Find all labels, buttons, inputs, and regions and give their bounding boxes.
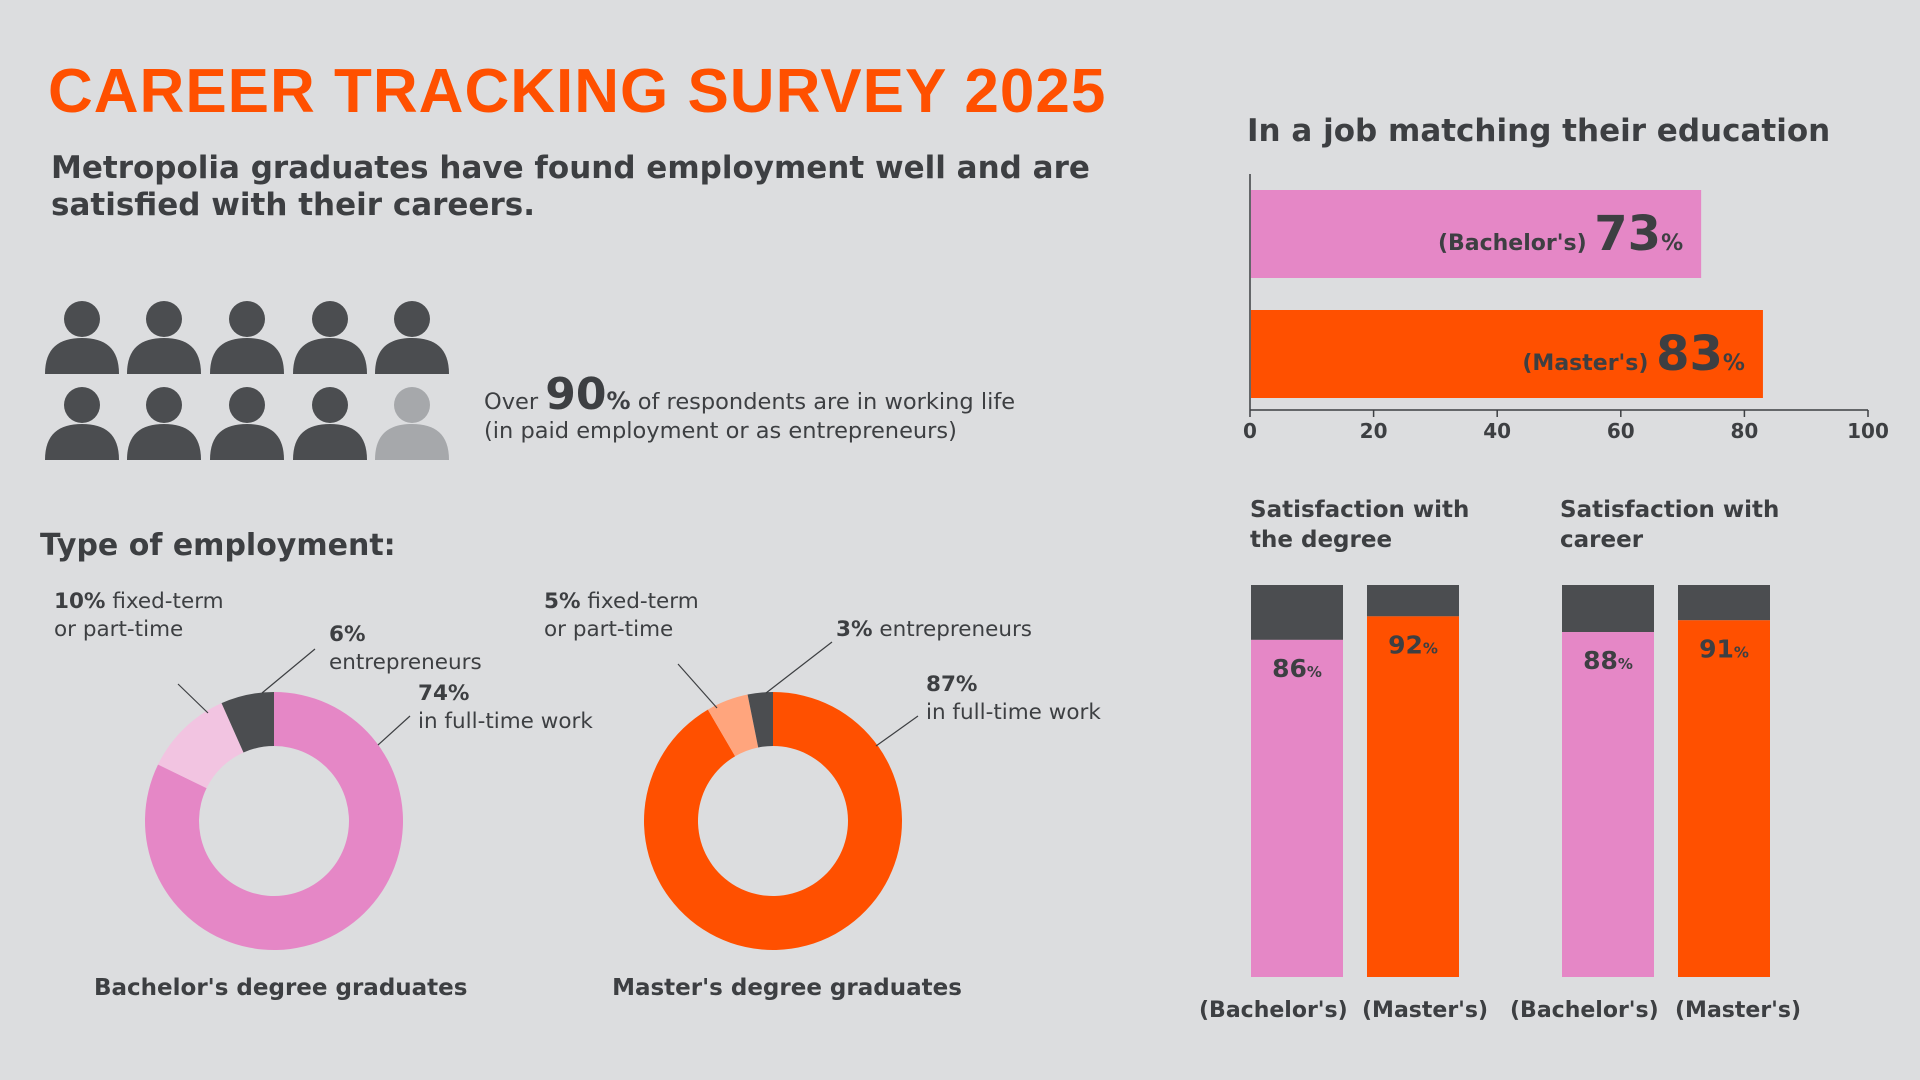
career-satisfaction-title: Satisfaction with career — [1560, 495, 1779, 555]
working-pct-sign: % — [606, 387, 631, 415]
career-bar-master — [1678, 620, 1770, 977]
person-icon — [45, 387, 119, 460]
master-fixed-text1: fixed-term — [587, 589, 699, 614]
master-fixed-label: 5% fixed-term or part-time — [544, 588, 699, 644]
bachelor-donut-caption: Bachelor's degree graduates — [94, 975, 468, 1001]
job-match-bar-master — [1251, 310, 1763, 398]
working-line1: of respondents are in working life — [637, 389, 1016, 415]
degree-remainder-master — [1367, 585, 1459, 617]
bachelor-fixed-label: 10% fixed-term or part-time — [54, 588, 224, 644]
master-donut-caption: Master's degree graduates — [612, 975, 962, 1001]
career-bachelor-label: (Bachelor's) — [1510, 998, 1659, 1023]
master-full-pct: 87% — [926, 672, 978, 697]
person-icon — [127, 387, 201, 460]
bachelor-fixed-text1: fixed-term — [112, 589, 224, 614]
bachelor-full-pct: 74% — [418, 681, 470, 706]
person-icon — [375, 301, 449, 374]
career-bar-bachelor — [1562, 632, 1654, 977]
bachelor-fixed-pct: 10% — [54, 589, 106, 614]
job-match-bar-chart: 0 20 40 60 80 100 (Bachelor's) 73% (Master's) 8… — [1243, 174, 1889, 443]
degree-remainder-bachelor — [1251, 585, 1343, 640]
bachelor-fixed-text2: or part-time — [54, 617, 184, 642]
x-tick-label: 40 — [1483, 419, 1511, 443]
career-title-line1: Satisfaction with — [1560, 497, 1780, 523]
career-remainder-bachelor — [1562, 585, 1654, 633]
working-prefix: Over — [484, 389, 539, 415]
degree-title-line1: Satisfaction with — [1250, 497, 1470, 523]
master-fixed-text2: or part-time — [544, 617, 674, 642]
degree-bar-bachelor — [1251, 639, 1343, 977]
degree-value-label-master: 92% — [1388, 630, 1438, 659]
person-icon — [127, 301, 201, 374]
master-full-text: in full-time work — [926, 700, 1101, 725]
career-master-label: (Master's) — [1675, 998, 1802, 1023]
leader-line — [261, 648, 316, 694]
employment-heading: Type of employment: — [40, 528, 396, 563]
job-match-bar-bachelor — [1251, 190, 1702, 278]
x-tick-label: 100 — [1847, 419, 1889, 443]
job-match-heading: In a job matching their education — [1247, 113, 1831, 149]
career-satisfaction-chart: 88% 91% — [1562, 585, 1770, 977]
bachelor-entre-text: entrepreneurs — [329, 650, 482, 675]
job-match-bar-label-master: (Master's) 83% — [1522, 326, 1745, 382]
bachelor-full-text: in full-time work — [418, 709, 593, 734]
career-title-line2: career — [1560, 527, 1644, 553]
working-value: 90 — [545, 369, 607, 420]
person-icon — [45, 301, 119, 374]
career-value-label-bachelor: 88% — [1583, 646, 1633, 675]
leader-line — [875, 715, 919, 747]
job-match-bar-label-bachelor: (Bachelor's) 73% — [1438, 206, 1683, 262]
person-icon — [210, 387, 284, 460]
person-icon — [210, 301, 284, 374]
person-icon — [293, 387, 367, 460]
working-life-text: Over 90% of respondents are in working l… — [484, 373, 1104, 446]
leader-line — [677, 663, 718, 709]
degree-master-label: (Master's) — [1362, 998, 1489, 1023]
master-fixed-pct: 5% — [544, 589, 581, 614]
bachelor-fulltime-slice — [145, 692, 403, 951]
degree-value-label-bachelor: 86% — [1272, 654, 1322, 683]
degree-title-line2: the degree — [1250, 527, 1393, 553]
working-line2: (in paid employment or as entrepreneurs) — [484, 418, 957, 444]
employment-donut-charts — [145, 641, 919, 951]
leader-line — [177, 683, 209, 714]
x-tick-label: 80 — [1730, 419, 1758, 443]
x-tick-label: 60 — [1607, 419, 1635, 443]
person-icon — [293, 301, 367, 374]
career-remainder-master — [1678, 585, 1770, 621]
leader-line — [377, 715, 411, 746]
bachelor-full-label: 74% in full-time work — [418, 680, 593, 736]
career-value-label-master: 91% — [1699, 634, 1749, 663]
bachelor-fixedterm-slice — [158, 703, 244, 789]
master-fulltime-slice — [643, 692, 902, 950]
master-fixedterm-slice — [707, 694, 759, 757]
x-tick-label: 0 — [1243, 419, 1257, 443]
bachelor-entrepreneurs-slice — [221, 692, 274, 753]
leader-line — [765, 641, 833, 694]
degree-bar-master — [1367, 616, 1459, 977]
master-entre-text: entrepreneurs — [879, 617, 1033, 642]
degree-bachelor-label: (Bachelor's) — [1199, 998, 1348, 1023]
master-entre-pct: 3% — [836, 617, 873, 642]
person-icon — [375, 387, 449, 460]
degree-satisfaction-title: Satisfaction with the degree — [1250, 495, 1469, 555]
bachelor-entre-label: 6% entrepreneurs — [329, 621, 482, 677]
bachelor-entre-pct: 6% — [329, 622, 366, 647]
degree-satisfaction-chart: 86% 92% — [1251, 585, 1459, 977]
page-title: CAREER TRACKING SURVEY 2025 — [48, 57, 1107, 126]
master-entrepreneurs-slice — [747, 692, 773, 748]
page-subtitle: Metropolia graduates have found employme… — [51, 150, 1090, 223]
master-entre-label: 3% entrepreneurs — [836, 616, 1032, 644]
x-tick-label: 20 — [1360, 419, 1388, 443]
master-full-label: 87% in full-time work — [926, 671, 1101, 727]
